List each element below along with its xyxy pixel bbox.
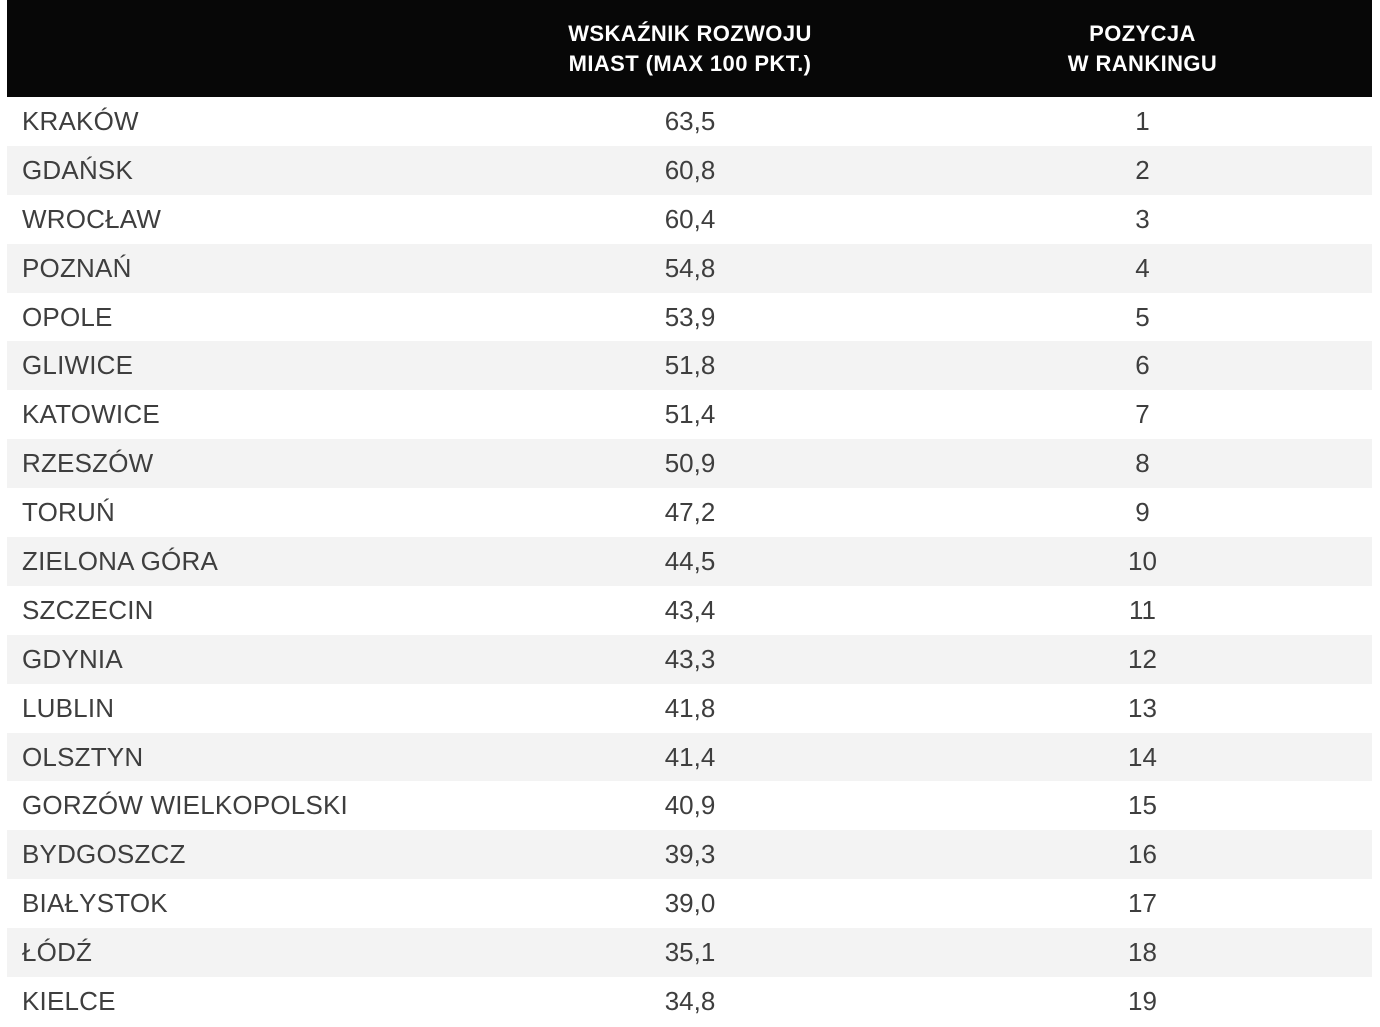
score-cell: 47,2 [664,497,716,528]
table-row: GDAŃSK 60,8 2 [7,145,1372,195]
city-cell: LUBLIN [22,692,115,723]
score-cell: 41,8 [664,692,716,723]
table-row: TORUŃ 47,2 9 [7,488,1372,538]
score-cell: 43,4 [664,594,716,625]
city-cell: GLIWICE [22,350,134,381]
rank-cell: 5 [1135,301,1150,332]
city-cell: KATOWICE [22,399,160,430]
table-row: KRAKÓW 63,5 1 [7,97,1372,146]
rank-cell: 10 [1128,545,1157,576]
city-cell: SZCZECIN [22,594,154,625]
table-row: POZNAŃ 54,8 4 [7,243,1372,293]
table-row: KATOWICE 51,4 7 [7,390,1372,440]
table-row: SZCZECIN 43,4 11 [7,585,1372,635]
score-cell: 35,1 [664,937,716,968]
rank-cell: 3 [1135,203,1150,234]
score-cell: 54,8 [664,252,716,283]
rank-cell: 11 [1129,594,1156,625]
city-cell: POZNAŃ [22,252,132,283]
table-row: WROCŁAW 60,4 3 [7,194,1372,244]
city-cell: ŁÓDŹ [22,937,93,968]
rank-cell: 6 [1135,350,1150,381]
rank-cell: 8 [1135,448,1150,479]
city-cell: KIELCE [22,985,116,1016]
table-row: ZIELONA GÓRA 44,5 10 [7,537,1372,586]
table-row: GLIWICE 51,8 6 [7,341,1372,391]
city-cell: OLSZTYN [22,741,144,772]
rank-cell: 9 [1135,497,1150,528]
rank-cell: 15 [1128,790,1157,821]
city-cell: BYDGOSZCZ [22,839,186,870]
rank-cell: 2 [1135,154,1150,185]
rank-cell: 12 [1128,643,1157,674]
table-row: ŁÓDŹ 35,1 18 [7,928,1372,978]
header-rank-line1: POZYCJA [1089,20,1196,46]
rank-cell: 19 [1128,985,1157,1016]
rank-cell: 17 [1128,888,1157,919]
table-row: GORZÓW WIELKOPOLSKI 40,9 15 [7,781,1372,831]
table-row: OLSZTYN 41,4 14 [7,732,1372,782]
city-cell: RZESZÓW [22,448,154,479]
table-row: LUBLIN 41,8 13 [7,683,1372,733]
score-cell: 60,8 [664,154,716,185]
table-row: GDYNIA 43,3 12 [7,634,1372,684]
score-cell: 60,4 [664,203,716,234]
table-header-row: WSKAŹNIK ROZWOJU MIAST (MAX 100 PKT.) PO… [7,0,1372,97]
city-cell: GDYNIA [22,643,123,674]
score-cell: 53,9 [664,301,716,332]
rank-cell: 14 [1128,741,1157,772]
header-score-line1: WSKAŹNIK ROZWOJU [568,20,812,46]
rank-cell: 7 [1135,399,1150,430]
score-cell: 43,3 [664,643,716,674]
score-cell: 63,5 [664,105,716,136]
header-score-cell: WSKAŹNIK ROZWOJU MIAST (MAX 100 PKT.) [467,19,913,79]
score-cell: 39,0 [664,888,716,919]
table-row: OPOLE 53,9 5 [7,292,1372,342]
table-row: BIAŁYSTOK 39,0 17 [7,879,1372,929]
rank-cell: 13 [1128,692,1157,723]
header-rank-line2: W RANKINGU [1067,50,1218,76]
city-cell: WROCŁAW [22,203,162,234]
rank-cell: 4 [1135,252,1150,283]
rank-cell: 18 [1128,937,1157,968]
city-cell: GDAŃSK [22,154,134,185]
score-cell: 40,9 [664,790,716,821]
rank-cell: 16 [1128,839,1157,870]
city-cell: TORUŃ [22,497,115,528]
city-cell: KRAKÓW [22,105,139,136]
score-cell: 51,4 [664,399,716,430]
header-score-line2: MIAST (MAX 100 PKT.) [568,50,812,76]
score-cell: 51,8 [664,350,716,381]
score-cell: 44,5 [664,545,716,576]
table-row: RZESZÓW 50,9 8 [7,439,1372,489]
table-body: KRAKÓW 63,5 1 GDAŃSK 60,8 2 WROCŁAW 60,4 3 POZNAŃ… [7,97,1372,1026]
city-cell: GORZÓW WIELKOPOLSKI [22,790,348,821]
city-cell: ZIELONA GÓRA [22,545,219,576]
header-rank-cell: POZYCJA W RANKINGU [913,19,1372,79]
score-cell: 39,3 [664,839,716,870]
score-cell: 41,4 [664,741,716,772]
score-cell: 34,8 [664,985,716,1016]
score-cell: 50,9 [664,448,716,479]
table-row: KIELCE 34,8 19 [7,977,1372,1026]
table-row: BYDGOSZCZ 39,3 16 [7,830,1372,880]
city-cell: BIAŁYSTOK [22,888,168,919]
rank-cell: 1 [1135,105,1150,136]
city-cell: OPOLE [22,301,113,332]
